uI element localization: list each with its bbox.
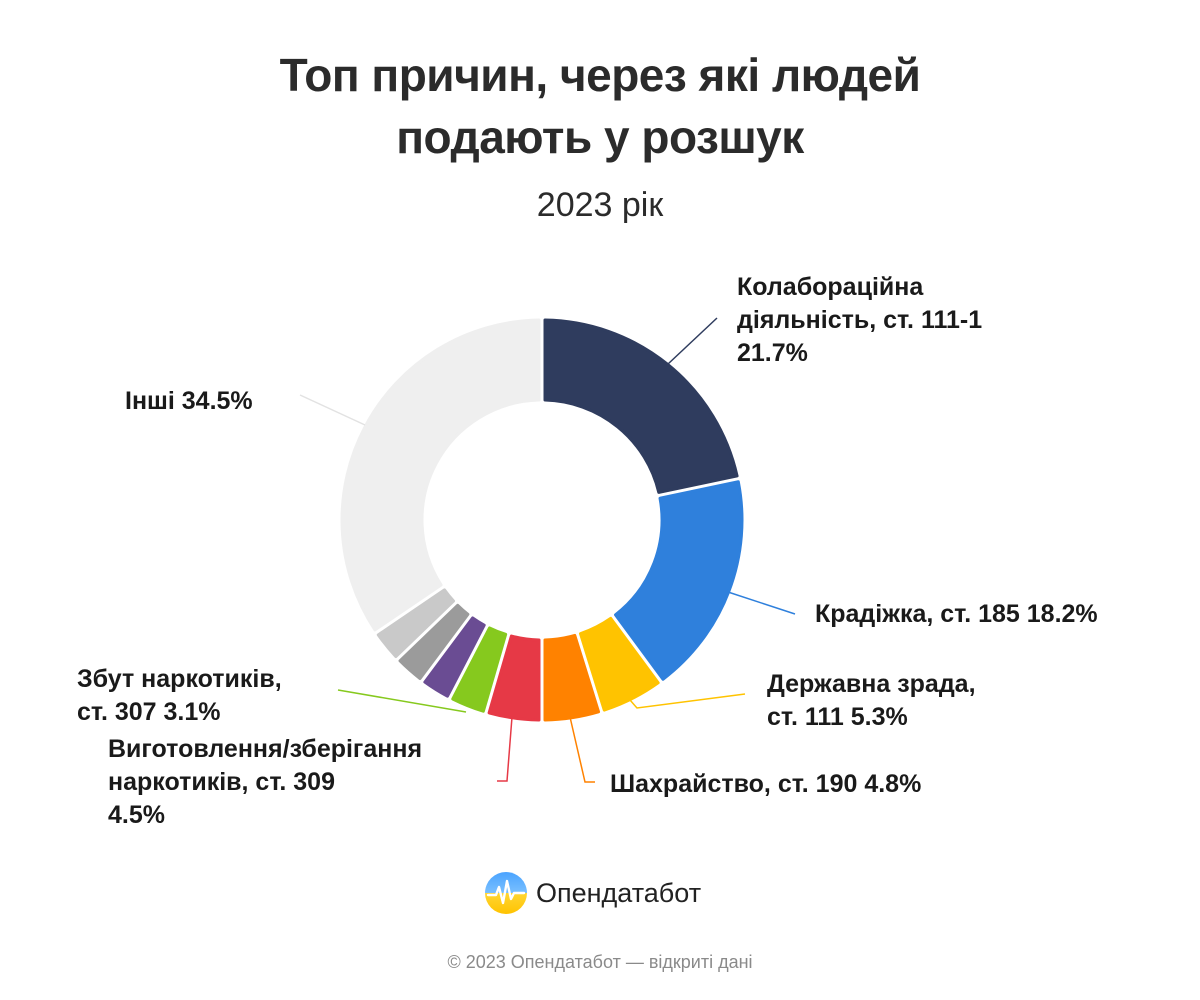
donut-slice-1 [543, 318, 739, 494]
slice-label-5: Виготовлення/зберігання наркотиків, ст. 3… [108, 735, 422, 829]
slice-label-6-line-2: ст. 307 3.1% [77, 698, 220, 726]
slice-label-4-line-1: Шахрайство, ст. 190 4.8% [610, 770, 921, 798]
donut-slice-8 [398, 603, 470, 681]
brand-name: Опендатабот [536, 877, 702, 908]
brand: Опендатабот [484, 868, 701, 918]
slice-label-6-line-1: Збут наркотиків, [77, 665, 282, 693]
chart-subtitle: 2023 рік [536, 186, 664, 224]
chart-title-line-1: Топ причин, через які людей [279, 49, 921, 101]
donut-slice-3 [578, 616, 660, 712]
slice-label-5-line-3: 4.5% [108, 801, 165, 829]
leader-line-6 [337, 689, 467, 713]
slice-label-5-line-2: наркотиків, ст. 309 [108, 768, 335, 796]
slice-label-3-line-1: Державна зрада, [767, 670, 976, 698]
slice-label-1: Колабораційна діяльність, ст. 111-1 21.7% [737, 273, 982, 367]
slice-label-3: Державна зрада, ст. 111 5.3% [767, 670, 976, 731]
leader-lines [299, 317, 796, 783]
slice-label-2: Крадіжка, ст. 185 18.2% [815, 600, 1098, 628]
slice-labels: Колабораційна діяльність, ст. 111-1 21.7%К… [77, 273, 1098, 829]
slice-label-1-line-1: Колабораційна [737, 273, 924, 301]
donut-slice-9 [376, 588, 456, 659]
leader-line-1 [667, 317, 718, 365]
donut-slice-10 [340, 318, 541, 632]
leader-line-5 [497, 716, 513, 782]
opendatabot-logo-icon [485, 872, 527, 914]
donut-slice-2 [614, 480, 744, 681]
donut-slice-5 [487, 634, 541, 722]
slice-label-6: Збут наркотиків, ст. 307 3.1% [77, 665, 282, 726]
slice-label-2-line-1: Крадіжка, ст. 185 18.2% [815, 600, 1098, 628]
slice-label-1-line-2: діяльність, ст. 111-1 [737, 306, 982, 334]
slice-label-1-line-3: 21.7% [737, 339, 808, 367]
leader-line-3 [629, 693, 746, 709]
chart-title: Топ причин, через які людей подають у ро… [0, 44, 1200, 168]
leader-line-10 [299, 394, 366, 426]
leader-line-4 [569, 716, 595, 783]
donut-slice-6 [451, 626, 508, 713]
donut-slice-7 [423, 616, 486, 698]
slice-label-4: Шахрайство, ст. 190 4.8% [610, 770, 921, 798]
donut-slice-4 [543, 633, 601, 722]
chart-title-line-2: подають у розшук [396, 111, 804, 163]
donut-slices [340, 318, 744, 722]
copyright-footer: © 2023 Опендатабот — відкриті дані [447, 952, 753, 972]
slice-label-3-line-2: ст. 111 5.3% [767, 703, 908, 731]
slice-label-10: Інші 34.5% [125, 387, 253, 415]
slice-label-10-line-1: Інші 34.5% [125, 387, 253, 415]
leader-line-2 [727, 591, 796, 615]
slice-label-5-line-1: Виготовлення/зберігання [108, 735, 422, 763]
